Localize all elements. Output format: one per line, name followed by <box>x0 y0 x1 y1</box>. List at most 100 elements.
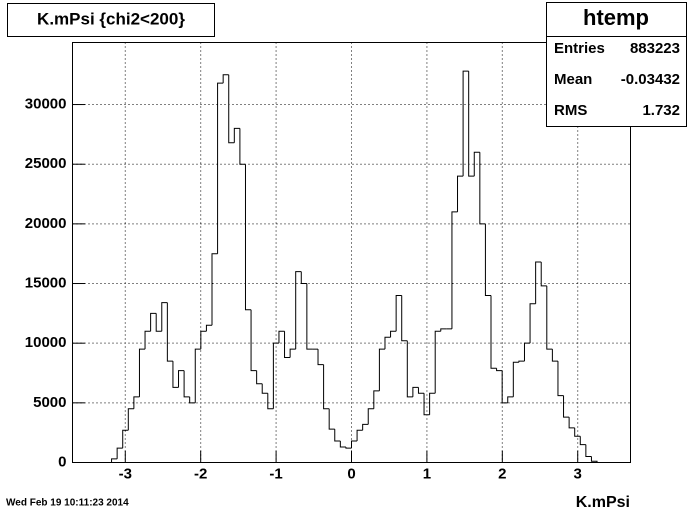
bar <box>557 361 564 397</box>
stats-value: 883223 <box>630 40 680 57</box>
stats-label: RMS <box>554 102 587 119</box>
bar <box>434 330 441 394</box>
bar <box>551 349 558 362</box>
bar <box>317 349 324 366</box>
bar <box>256 370 263 385</box>
bar <box>211 253 218 326</box>
bar <box>150 312 157 332</box>
bar <box>563 395 570 418</box>
bar <box>200 330 207 350</box>
bar <box>250 309 257 372</box>
x-tick-label: 3 <box>574 465 582 482</box>
bar <box>429 392 436 415</box>
bar <box>272 342 279 409</box>
x-tick-label: 1 <box>423 465 431 482</box>
bar <box>295 271 302 350</box>
bar <box>111 458 118 463</box>
bar <box>585 444 592 458</box>
bar <box>133 396 140 409</box>
bar <box>501 370 508 404</box>
chart-title: K.mPsi {chi2<200} <box>37 9 185 28</box>
bar <box>334 429 341 442</box>
bar <box>194 348 201 403</box>
bar <box>406 340 413 398</box>
bar <box>166 302 173 362</box>
bar <box>440 328 447 332</box>
bar <box>267 393 274 410</box>
y-tick-label: 25000 <box>25 155 67 172</box>
bar <box>401 295 408 342</box>
bar <box>473 151 480 177</box>
bar <box>356 429 363 442</box>
bar <box>222 74 229 84</box>
bar <box>289 348 296 358</box>
y-tick-label: 20000 <box>25 215 67 232</box>
bar <box>496 368 503 372</box>
bar <box>367 408 374 425</box>
bar <box>122 429 129 449</box>
bar <box>284 331 291 358</box>
bar <box>546 285 553 350</box>
stats-value: -0.03432 <box>621 71 680 88</box>
bar <box>484 223 491 296</box>
bar <box>395 294 402 332</box>
bar <box>127 408 134 431</box>
bar <box>479 152 486 225</box>
bar <box>507 396 514 403</box>
bar <box>490 295 497 369</box>
bar <box>323 364 330 410</box>
bar <box>244 164 252 311</box>
bar <box>183 370 190 398</box>
bar <box>579 436 586 446</box>
bar <box>535 261 542 304</box>
bar <box>339 441 346 448</box>
bar <box>590 456 598 463</box>
bar <box>116 447 123 459</box>
bar <box>390 330 397 338</box>
bar <box>468 71 475 177</box>
y-tick-label: 30000 <box>25 96 67 113</box>
bar <box>228 74 235 144</box>
x-axis-label: K.mPsi <box>576 494 630 511</box>
bar <box>189 396 196 404</box>
bar <box>233 127 240 143</box>
bar <box>512 361 519 397</box>
bar <box>345 446 352 449</box>
bar <box>451 211 458 329</box>
timestamp: Wed Feb 19 10:11:23 2014 <box>6 498 129 509</box>
y-tick-label: 0 <box>58 453 66 470</box>
bar <box>172 361 179 388</box>
bar <box>362 423 369 431</box>
bar <box>529 303 536 344</box>
bar <box>306 283 313 350</box>
bar <box>205 324 212 332</box>
bar <box>412 386 419 397</box>
bar <box>574 427 581 437</box>
bar <box>155 313 162 332</box>
title-box <box>7 3 215 37</box>
x-tick-label: -1 <box>269 465 282 482</box>
bar <box>457 175 464 212</box>
bar <box>278 330 285 344</box>
bar <box>462 70 469 177</box>
bar <box>518 360 525 363</box>
bar <box>523 342 531 362</box>
stats-label: Entries <box>554 40 605 57</box>
bar <box>378 348 385 391</box>
stats-title: htemp <box>583 5 649 30</box>
bar <box>328 408 335 430</box>
y-tick-label: 5000 <box>33 394 66 411</box>
bar <box>161 302 168 332</box>
bar <box>423 393 430 416</box>
bar <box>144 330 151 350</box>
bar <box>261 383 268 394</box>
x-tick-label: -3 <box>119 465 132 482</box>
x-tick-label: 0 <box>347 465 355 482</box>
bar <box>373 390 380 409</box>
bar <box>178 370 185 388</box>
bar <box>300 271 307 285</box>
x-tick-label: 2 <box>498 465 506 482</box>
bar <box>217 82 224 254</box>
